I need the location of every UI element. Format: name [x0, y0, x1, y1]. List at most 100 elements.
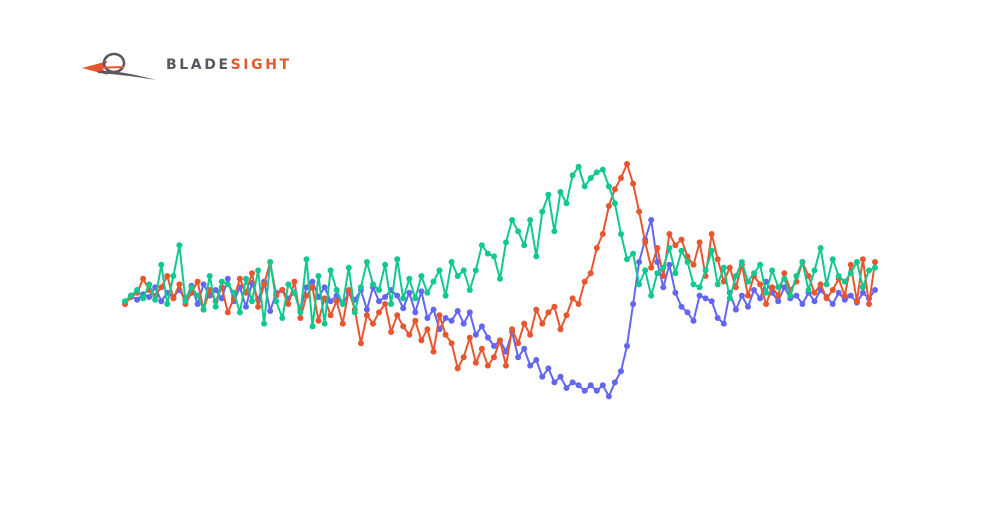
series-3-point: [267, 259, 274, 265]
series-1-point: [702, 295, 709, 302]
series-2-point: [357, 340, 364, 347]
series-3-line: [124, 165, 876, 328]
series-3-point: [515, 228, 522, 235]
series-3-point: [140, 295, 147, 302]
series-1-point: [539, 373, 546, 380]
series-2-point: [587, 270, 594, 277]
series-3-point: [726, 295, 733, 302]
series-3-point: [763, 289, 770, 296]
series-3-point: [551, 228, 558, 235]
series-3-point: [563, 200, 570, 207]
series-1-point: [424, 315, 431, 321]
series-3-point: [291, 289, 298, 296]
series-2-point: [847, 261, 854, 268]
series-1-point: [418, 288, 425, 295]
series-1-point: [847, 292, 854, 299]
series-2-point: [757, 281, 764, 288]
series-2-point: [775, 292, 782, 299]
series-2-point: [394, 312, 401, 319]
series-2-point: [339, 320, 346, 327]
series-3-point: [732, 273, 739, 279]
series-3-point: [630, 250, 637, 257]
series-2-point: [521, 320, 528, 327]
series-3-point: [466, 287, 473, 293]
series-3: [122, 163, 878, 330]
series-3-point: [817, 245, 824, 251]
series-2-point: [648, 264, 655, 271]
series-3-point: [708, 247, 715, 254]
series-1-point: [442, 315, 449, 321]
series-3-point: [224, 281, 231, 288]
series-1-point: [521, 345, 528, 352]
series-2-point: [388, 329, 395, 335]
series-3-point: [823, 281, 830, 288]
series-3-point: [757, 261, 764, 268]
series-1-point: [321, 284, 328, 291]
series-2-point: [333, 298, 340, 305]
series-2-point: [551, 303, 558, 310]
series-3-point: [273, 298, 280, 305]
series-2-point: [158, 284, 165, 291]
series-3-point: [775, 284, 782, 291]
series-3-point: [128, 292, 134, 299]
series-2-point: [811, 289, 818, 296]
series-1-point: [412, 309, 419, 316]
series-2-point: [660, 273, 667, 279]
series-3-point: [285, 281, 292, 288]
series-3-point: [394, 256, 401, 263]
series-2-point: [829, 287, 836, 293]
series-3-point: [146, 281, 153, 288]
series-2-point: [291, 278, 298, 285]
series-3-point: [218, 278, 225, 285]
series-3-point: [152, 296, 159, 303]
series-1-point: [757, 295, 764, 302]
series-3-point: [412, 295, 419, 302]
series-3-point: [618, 231, 624, 237]
series-3-point: [859, 284, 866, 291]
series-1-point: [714, 315, 721, 321]
series-2-point: [436, 312, 443, 319]
series-3-point: [569, 172, 576, 179]
series-3-point: [182, 298, 189, 305]
series-1-point: [829, 301, 836, 307]
series-3-point: [370, 281, 376, 288]
series-3-point: [448, 259, 455, 265]
series-3-point: [170, 273, 177, 279]
series-2-point: [853, 298, 860, 305]
series-2-point: [376, 309, 382, 316]
series-2-point: [666, 231, 673, 237]
series-3-point: [418, 273, 425, 279]
series-2-point: [478, 345, 485, 352]
series-2-point: [630, 180, 637, 187]
series-3-point: [720, 264, 727, 271]
series-3-point: [872, 264, 878, 271]
series-1-point: [406, 289, 413, 296]
series-2-point: [708, 231, 715, 237]
series-1-point: [587, 382, 594, 389]
series-3-point: [866, 267, 872, 274]
series-1-point: [212, 287, 219, 293]
series-2-point: [539, 320, 546, 327]
series-2-point: [805, 273, 812, 279]
series-1-point: [732, 306, 739, 313]
series-3-point: [811, 267, 818, 274]
series-3-point: [261, 320, 268, 327]
series-2-point: [466, 334, 473, 341]
series-1-point: [690, 317, 697, 324]
series-3-point: [557, 189, 564, 195]
series-2-point: [164, 273, 171, 279]
series-1-point: [466, 309, 473, 316]
series-1-point: [624, 343, 630, 349]
series-2-point: [194, 278, 201, 285]
series-1-point: [484, 334, 491, 341]
series-2-point: [309, 284, 316, 291]
series-2-point: [484, 362, 491, 369]
series-2-point: [406, 331, 413, 338]
series-3-point: [793, 273, 800, 279]
series-3-point: [690, 281, 697, 288]
series-3-point: [696, 284, 703, 291]
series-3-point: [521, 242, 528, 249]
series-3-point: [333, 287, 340, 293]
series-3-point: [835, 273, 842, 279]
series-3-point: [460, 267, 467, 274]
